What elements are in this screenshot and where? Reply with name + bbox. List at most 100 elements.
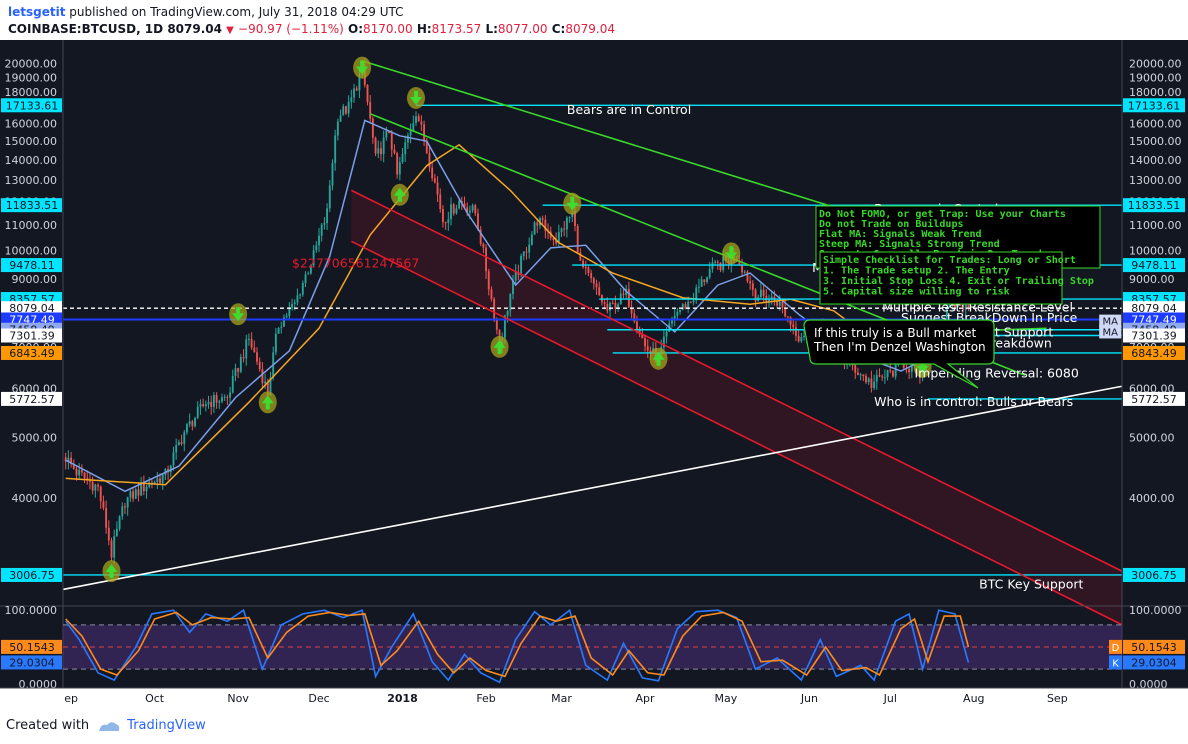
candle	[374, 137, 377, 154]
author-link[interactable]: letsgetit	[8, 5, 66, 19]
candle	[229, 392, 232, 398]
candle	[175, 445, 178, 453]
candle	[627, 288, 630, 308]
candle	[355, 88, 358, 91]
arrow-stem	[265, 403, 270, 410]
candle	[442, 209, 444, 223]
chart-canvas[interactable]: Bears are in ControlBears are in Control…	[0, 40, 1188, 708]
trend-line	[350, 189, 1123, 572]
price-tag-label: 9478.11	[1131, 259, 1177, 272]
annotation-text: $227706561247567	[292, 255, 419, 270]
candle	[307, 273, 310, 275]
candle	[856, 372, 859, 375]
trend-line	[350, 240, 1123, 626]
y-tick-label: 10000.00	[5, 245, 58, 258]
candle	[398, 162, 401, 175]
channel-fill	[351, 190, 1122, 625]
price-tag	[1123, 98, 1185, 113]
candle	[274, 333, 277, 353]
stoch-tag-letter: D	[1112, 643, 1120, 654]
open-label: O:	[348, 22, 363, 36]
candle	[202, 404, 205, 407]
arrow-head	[916, 365, 929, 374]
arrow-stem	[109, 572, 114, 579]
candle	[609, 302, 611, 311]
y-tick-label: 9000.00	[1129, 273, 1175, 286]
candle	[633, 313, 636, 322]
candle	[291, 303, 293, 309]
price-tag-label: 7301.39	[9, 329, 55, 342]
x-tick-label: Nov	[227, 692, 249, 705]
candle	[722, 256, 725, 271]
candle	[743, 271, 746, 273]
candle	[366, 84, 369, 103]
stoch-tag-label: 29.0304	[9, 656, 55, 669]
tips-line: Do Not FOMO, or get Trap: Use your Chart…	[819, 209, 1066, 220]
candle	[91, 481, 94, 491]
candle	[662, 336, 665, 348]
candle	[339, 115, 342, 122]
candle	[945, 307, 948, 322]
candle	[404, 142, 407, 155]
candle	[299, 294, 302, 296]
tips-line: Steep MA: Signals Strong Trend	[819, 238, 1000, 250]
price-tag	[1123, 328, 1185, 343]
candle	[159, 478, 161, 484]
candle	[466, 207, 469, 213]
price-tag	[1123, 345, 1185, 360]
candle	[770, 296, 773, 300]
arrow-head	[232, 313, 245, 322]
candle	[649, 350, 652, 353]
high-value: 8173.57	[431, 22, 482, 36]
candle	[331, 162, 334, 186]
price-tag-label: 7301.39	[1131, 329, 1177, 342]
arrow-head	[652, 351, 665, 360]
candle	[603, 302, 606, 305]
candle	[568, 217, 571, 219]
candle	[641, 334, 644, 339]
candle	[509, 293, 512, 311]
candle	[673, 315, 676, 320]
candle	[789, 317, 792, 325]
candle	[560, 228, 563, 233]
candle	[99, 486, 102, 502]
arrow-head	[410, 97, 422, 106]
candle	[433, 178, 436, 183]
stoch-tag-letter: K	[1112, 658, 1119, 669]
candle	[582, 260, 585, 268]
candle	[140, 483, 143, 496]
price-tag-label: 11833.51	[6, 199, 59, 212]
candle	[264, 381, 267, 384]
tradingview-link[interactable]: TradingView	[127, 718, 206, 733]
price-tag	[1, 198, 62, 213]
ma-tag-bg	[1099, 314, 1122, 328]
up-arrow-icon	[493, 339, 506, 354]
candle	[487, 271, 490, 290]
arrow-stem	[360, 60, 365, 67]
candle	[875, 375, 878, 382]
candle	[576, 225, 579, 253]
arrow-head	[566, 202, 579, 211]
candle	[962, 304, 964, 310]
stoch-tag-label: 29.0304	[1131, 656, 1177, 669]
candle	[503, 315, 506, 338]
candle	[795, 327, 797, 336]
arrow-stem	[397, 195, 402, 202]
candle	[237, 368, 240, 372]
candle	[778, 301, 781, 306]
candle	[711, 262, 714, 270]
x-tick-label: Sep	[1047, 692, 1068, 705]
price-tag	[1, 98, 62, 113]
candle	[493, 298, 496, 321]
candle	[382, 137, 385, 155]
candle	[622, 293, 625, 295]
candle	[97, 484, 99, 487]
candle	[245, 339, 248, 359]
checklist-line: Simple Checklist for Trades: Long or Sho…	[823, 254, 1076, 266]
down-arrow-icon	[410, 91, 422, 106]
candle	[762, 289, 765, 296]
price-tag	[1, 328, 62, 343]
price-tag	[1, 258, 62, 273]
candle	[646, 346, 649, 351]
stoch-d-line	[65, 611, 970, 678]
